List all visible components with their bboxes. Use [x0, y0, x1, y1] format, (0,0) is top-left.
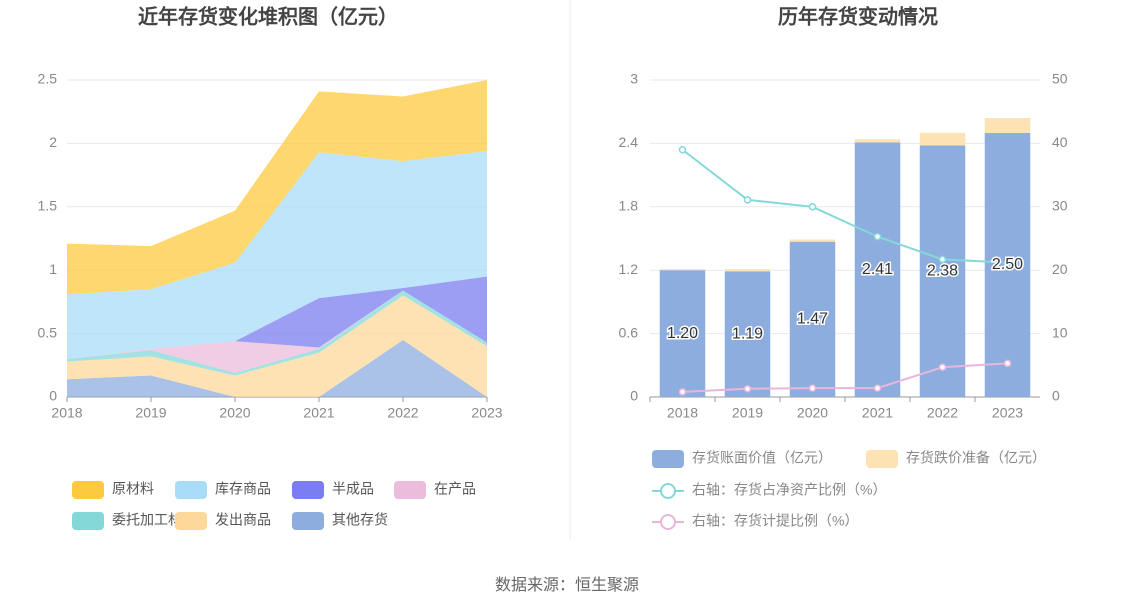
data-label: 1.20 [667, 325, 698, 342]
y2-tick-label: 10 [1052, 324, 1068, 340]
legend-label: 存货账面价值（亿元） [692, 450, 832, 466]
legend-label: 发出商品 [215, 512, 271, 528]
y-tick-label: 1.8 [619, 198, 639, 214]
x-tick-label: 2019 [135, 405, 166, 421]
x-tick-label: 2018 [51, 405, 82, 421]
y-tick-label: 2.4 [619, 134, 639, 150]
legend-label: 右轴：存货计提比例（%） [692, 513, 858, 529]
legend-swatch [72, 481, 104, 499]
area [67, 295, 487, 397]
point [808, 384, 817, 392]
point [678, 145, 687, 154]
y-tick-label: 2.5 [38, 71, 58, 87]
legend-label: 右轴：存货占净资产比例（%） [692, 482, 886, 498]
x-tick-label: 2023 [471, 405, 502, 421]
y-tick-label: 0 [630, 388, 638, 404]
data-label: 1.47 [797, 311, 828, 328]
area [67, 276, 487, 359]
x-tick-label: 2020 [797, 405, 828, 421]
y2-tick-label: 40 [1052, 134, 1068, 150]
legend-marker [660, 483, 676, 499]
legend-swatch [652, 450, 684, 468]
x-tick-label: 2019 [732, 405, 763, 421]
y-tick-label: 0.6 [619, 324, 639, 340]
legend-label: 库存商品 [215, 481, 271, 497]
x-tick-label: 2022 [927, 405, 958, 421]
point [938, 255, 947, 264]
y-tick-label: 1.2 [619, 261, 639, 277]
data-label: 1.19 [732, 325, 763, 342]
bar [724, 269, 771, 272]
y-tick-label: 0.5 [38, 324, 58, 340]
point [1003, 359, 1012, 368]
legend-swatch [394, 481, 426, 499]
y-tick-label: 1 [49, 261, 57, 277]
area [67, 151, 487, 359]
y-tick-label: 1.5 [38, 198, 58, 214]
point [743, 385, 752, 393]
x-tick-label: 2022 [387, 405, 418, 421]
point [678, 388, 687, 396]
source: 数据来源：恒生聚源 [495, 576, 639, 594]
point [873, 232, 882, 241]
bar [659, 270, 706, 397]
area [67, 80, 487, 295]
point [938, 363, 947, 371]
x-tick-label: 2020 [219, 405, 250, 421]
data-label: 2.41 [862, 261, 893, 278]
y2-tick-label: 50 [1052, 71, 1068, 87]
bar [724, 271, 771, 397]
bar [789, 241, 836, 397]
x-tick-label: 2018 [667, 405, 698, 421]
y2-tick-label: 0 [1052, 388, 1060, 404]
bar [984, 118, 1031, 133]
chart-title: 近年存货变化堆积图（亿元） [138, 4, 398, 28]
legend-swatch [292, 481, 324, 499]
y-tick-label: 3 [630, 71, 638, 87]
legend-label: 存货跌价准备（亿元） [906, 450, 1046, 466]
bar [659, 269, 706, 271]
area [67, 290, 487, 373]
y-tick-label: 0 [49, 388, 57, 404]
data-label: 2.38 [927, 262, 958, 279]
point [873, 384, 882, 392]
legend-label: 原材料 [112, 481, 154, 497]
legend-swatch [72, 512, 104, 530]
area [67, 339, 487, 397]
bar [789, 239, 836, 242]
legend-label: 半成品 [332, 481, 374, 497]
x-tick-label: 2021 [303, 405, 334, 421]
point [1003, 258, 1012, 267]
point [743, 196, 752, 204]
data-label: 2.50 [992, 256, 1023, 273]
bar [854, 139, 901, 143]
chart-title: 历年存货变动情况 [778, 4, 938, 28]
y2-tick-label: 20 [1052, 261, 1068, 277]
line [682, 362, 1008, 393]
legend-swatch [866, 450, 898, 468]
point [808, 203, 817, 211]
x-tick-label: 2021 [862, 405, 893, 421]
legend-swatch [175, 481, 207, 499]
legend-label: 在产品 [434, 481, 476, 497]
y2-tick-label: 30 [1052, 198, 1068, 214]
bar [854, 142, 901, 397]
y-tick-label: 2 [49, 134, 57, 150]
legend-swatch [292, 512, 324, 530]
x-tick-label: 2023 [992, 405, 1023, 421]
bar [919, 145, 966, 397]
legend-label: 其他存货 [332, 512, 388, 528]
legend-marker [660, 514, 676, 530]
legend-swatch [175, 512, 207, 530]
bar [919, 132, 966, 146]
line [681, 148, 1008, 264]
